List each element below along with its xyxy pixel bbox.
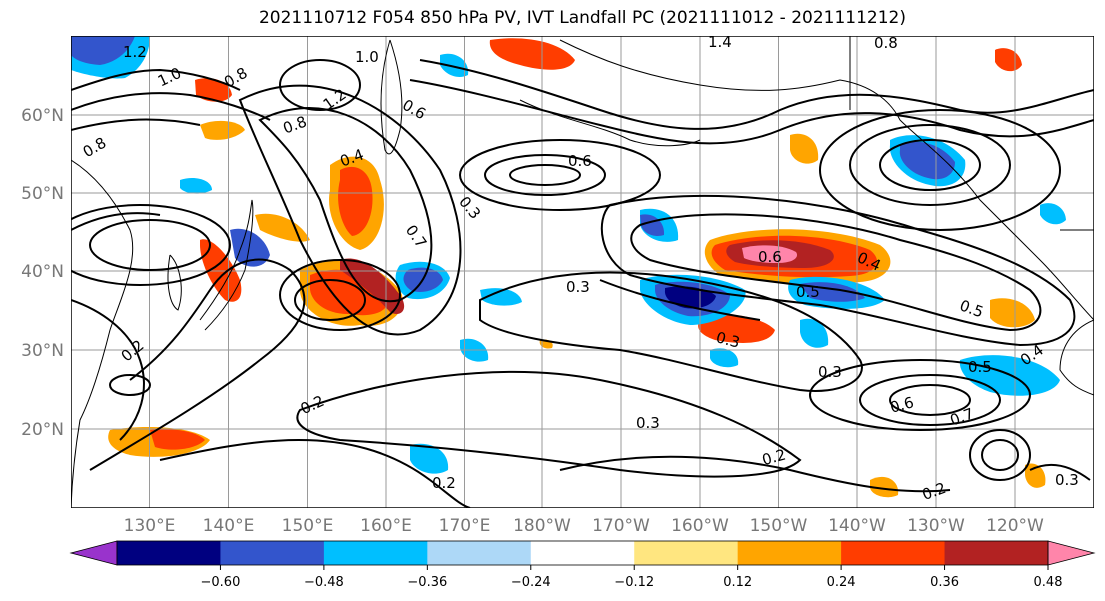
- colorbar-tick-label: 0.24: [827, 575, 856, 590]
- colorbar-tick-label: 0.12: [723, 575, 752, 590]
- contour-label: 0.8: [874, 34, 898, 52]
- lon-label: 170°E: [439, 516, 491, 536]
- lon-label: 180°W: [513, 516, 571, 536]
- contour-label: 1.0: [355, 48, 379, 66]
- colorbar-swatch: [634, 541, 739, 565]
- lat-label: 40°N: [21, 262, 64, 282]
- colorbar-swatch: [323, 541, 428, 565]
- positive-anomaly-patch: [489, 38, 575, 70]
- colorbar: −0.60 −0.48 −0.36 −0.24 −0.12 0.12 0.24 0.36 0.4…: [69, 540, 1096, 590]
- positive-anomaly-patch: [698, 314, 775, 343]
- negative-anomaly-patch: [480, 288, 522, 306]
- contour-label: 0.3: [714, 328, 742, 352]
- japan-coastline: [199, 199, 254, 331]
- canada-border: [849, 36, 1094, 231]
- lat-label: 30°N: [21, 341, 64, 361]
- lon-label: 140°W: [828, 516, 886, 536]
- negative-anomaly-patch: [664, 286, 716, 309]
- figure-title: 2021110712 F054 850 hPa PV, IVT Landfall…: [258, 8, 906, 28]
- ivt-contours: [71, 59, 1094, 508]
- contour-label: 0.2: [760, 445, 788, 469]
- colorbar-tick-label: −0.12: [614, 575, 654, 590]
- contour-label: 0.2: [432, 474, 456, 492]
- colorbar-swatch: [530, 541, 635, 565]
- negative-anomaly-patch: [180, 178, 212, 194]
- lon-label: 160°E: [360, 516, 412, 536]
- positive-anomaly-patch: [255, 213, 310, 242]
- negative-anomaly-patch: [1040, 203, 1066, 225]
- negative-anomaly-patch: [71, 36, 135, 65]
- contour-label: 0.5: [968, 358, 992, 376]
- latitude-labels: 60°N 50°N 40°N 30°N 20°N: [21, 106, 64, 440]
- positive-anomaly-patch: [742, 245, 798, 263]
- longitude-labels: 130°E 140°E 150°E 160°E 170°E 180°W 170°…: [124, 516, 1044, 536]
- na-coastline: [1059, 319, 1094, 396]
- negative-anomaly-patch: [410, 443, 449, 474]
- negative-anomaly-patch: [899, 141, 955, 180]
- contour-label: 0.5: [796, 283, 820, 301]
- negative-anomaly-patch: [710, 348, 739, 368]
- lon-label: 160°W: [671, 516, 729, 536]
- positive-anomaly-patch: [790, 133, 819, 164]
- contour-label: 1.4: [708, 33, 732, 51]
- lon-label: 170°W: [592, 516, 650, 536]
- contour-labels: 1.2 1.0 0.8 1.0 1.2 0.6 0.8 0.4 0.3 0.7 …: [80, 33, 1079, 504]
- colorbar-tick-label: −0.60: [201, 575, 241, 590]
- colorbar-swatch: [117, 541, 221, 565]
- contour-label: 0.3: [818, 363, 842, 381]
- lon-label: 150°W: [750, 516, 808, 536]
- colorbar-swatch: [220, 541, 325, 565]
- contour-label: 1.2: [123, 43, 147, 61]
- lon-label: 130°E: [124, 516, 176, 536]
- contour-label: 0.3: [1055, 471, 1079, 489]
- positive-anomaly-patch: [340, 258, 405, 315]
- colorbar-tick-label: −0.24: [511, 575, 551, 590]
- colorbar-extend-min: [69, 540, 118, 566]
- lon-label: 120°W: [986, 516, 1044, 536]
- colorbar-swatch: [427, 541, 532, 565]
- positive-anomaly-patch: [195, 78, 232, 102]
- colorbar-tick-label: −0.48: [304, 575, 344, 590]
- kamchatka-coastline: [380, 39, 403, 155]
- lon-label: 150°E: [282, 516, 334, 536]
- lat-label: 50°N: [21, 184, 64, 204]
- colorbar-swatch: [737, 541, 842, 565]
- positive-anomaly-patch: [338, 166, 373, 236]
- graticule: [71, 36, 1094, 508]
- lat-label: 60°N: [21, 106, 64, 126]
- contour-label: 0.6: [758, 248, 782, 266]
- contour-label: 0.3: [566, 278, 590, 296]
- negative-anomaly-patch: [230, 228, 270, 267]
- colorbar-extend-max: [1047, 540, 1096, 566]
- contour-label: 0.6: [568, 152, 592, 170]
- colorbar-swatch: [841, 541, 946, 565]
- lon-label: 130°W: [907, 516, 965, 536]
- lat-label: 20°N: [21, 420, 64, 440]
- map-panel: 1.2 1.0 0.8 1.0 1.2 0.6 0.8 0.4 0.3 0.7 …: [71, 33, 1094, 508]
- colorbar-tick-label: 0.48: [1034, 575, 1063, 590]
- colorbar-swatch: [944, 541, 1049, 565]
- negative-anomaly-patch: [440, 53, 469, 77]
- positive-anomaly-patch: [990, 298, 1035, 328]
- negative-anomaly-patch: [800, 318, 829, 348]
- colorbar-tick-label: −0.36: [407, 575, 447, 590]
- positive-anomaly-patch: [200, 120, 245, 140]
- contour-label: 0.3: [636, 414, 660, 432]
- positive-anomaly-patch: [150, 429, 205, 450]
- contour-label: 0.6: [888, 393, 916, 417]
- colorbar-tick-label: 0.36: [930, 575, 959, 590]
- positive-anomaly-patch: [870, 476, 899, 498]
- lon-label: 140°E: [203, 516, 255, 536]
